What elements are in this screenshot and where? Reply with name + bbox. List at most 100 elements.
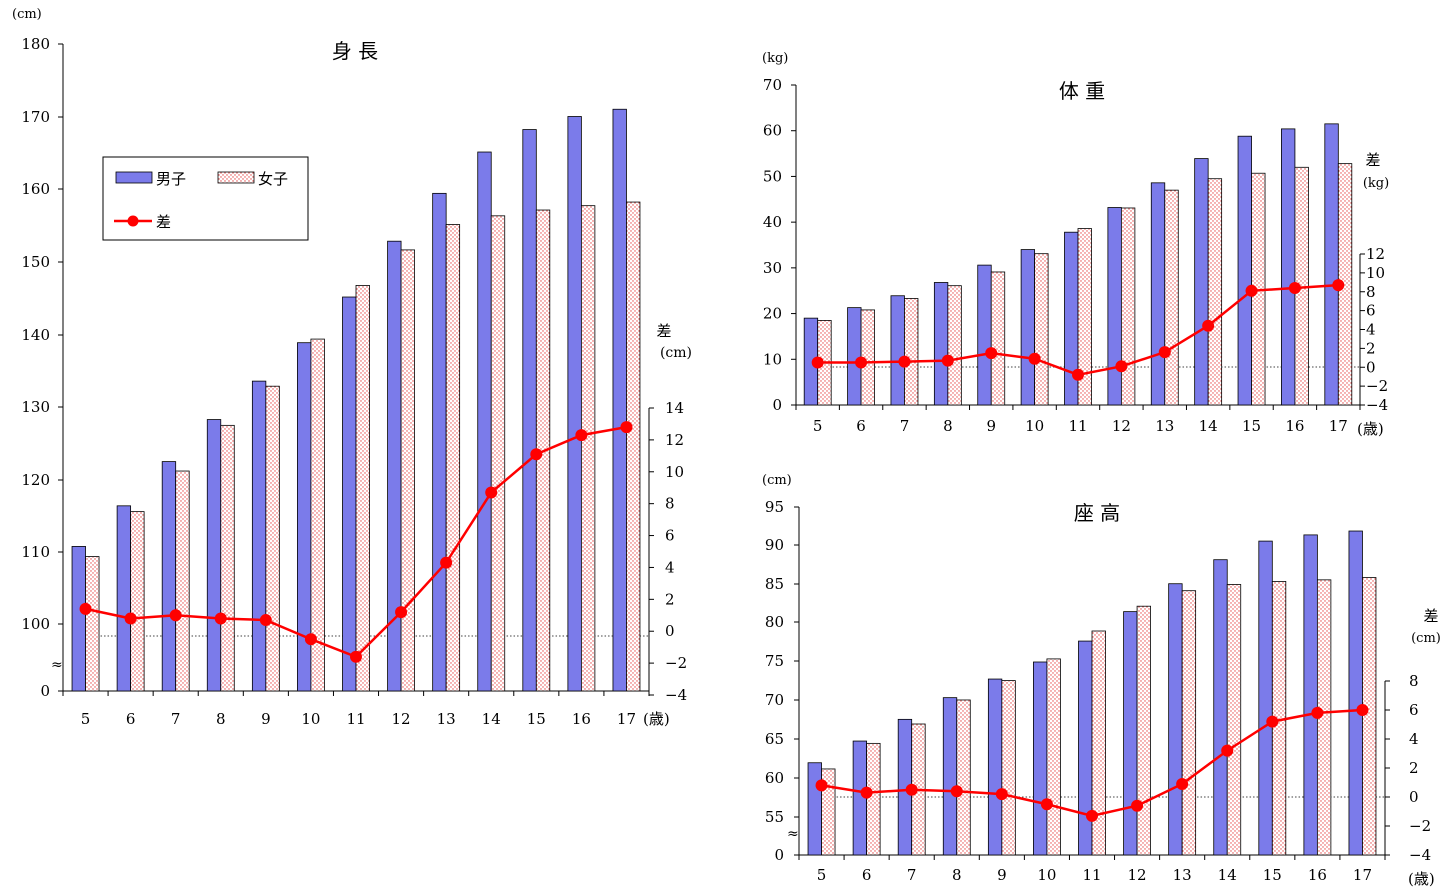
height-x-tick-label: 9: [261, 710, 271, 728]
weight-bar-boys: [933, 282, 949, 406]
sitting-height-right-tick-label: 6: [1409, 701, 1419, 719]
height-right-tick-label: 8: [665, 495, 675, 513]
height-x-tick-label: 12: [392, 710, 411, 728]
weight-diff-point: [1245, 284, 1258, 297]
height-x-tick-label: 16: [572, 710, 591, 728]
weight-x-tick-label: 13: [1155, 417, 1174, 435]
sitting-height-x-tick-label: 6: [862, 866, 872, 884]
weight-left-tick-label: 0: [772, 396, 782, 414]
sitting-height-bar-girls: [1362, 577, 1377, 856]
height-chart-title: 身 長: [332, 39, 378, 63]
height-right-tick-label: 6: [665, 527, 675, 545]
weight-left-tick-label: 10: [763, 350, 782, 368]
sitting-height-bar-boys: [987, 678, 1003, 856]
sitting-height-bar-girls: [1091, 630, 1106, 856]
weight-diff-point: [985, 347, 998, 360]
weight-diff-point: [898, 355, 911, 368]
height-tick-labels: 0 100 110 120 130 140 150 160 170 180 −4 −2 0 2 4 6 8 10 1…: [21, 35, 687, 728]
weight-diff-point: [1202, 319, 1215, 332]
weight-x-tick-label: 8: [943, 417, 953, 435]
sitting-height-right-tick-label: −2: [1409, 817, 1431, 835]
sitting-height-left-tick-label: 85: [765, 575, 784, 593]
weight-x-tick-label: 16: [1285, 417, 1304, 435]
weight-bar-girls: [1120, 207, 1136, 406]
height-bar-boys: [206, 419, 222, 692]
height-right-label-top: 差: [656, 322, 671, 340]
height-right-tick-label: 12: [665, 431, 684, 449]
weight-bar-boys: [1150, 182, 1166, 406]
height-x-tick-label: 15: [527, 710, 546, 728]
height-x-tick-label: 17: [617, 710, 636, 728]
weight-x-unit: (歳): [1357, 420, 1384, 438]
sitting-height-left-unit: (cm): [762, 473, 792, 488]
sitting-height-bar-boys: [1123, 611, 1138, 856]
sitting-height-diff-point: [1266, 715, 1279, 728]
sitting-height-right-tick-label: 8: [1409, 672, 1419, 690]
height-left-tick-label: 150: [21, 253, 50, 271]
height-left-tick-label: 100: [21, 615, 50, 633]
legend-diff-label: 差: [156, 213, 171, 231]
sitting-height-diff-point: [1176, 777, 1189, 790]
weight-diff-point: [941, 354, 954, 367]
height-bar-girls: [626, 201, 641, 692]
height-diff-point: [304, 633, 317, 646]
sitting-height-bar-girls: [866, 742, 881, 856]
sitting-height-left-tick-label: 80: [765, 613, 784, 631]
legend-boys-label: 男子: [156, 170, 186, 188]
sitting-height-diff-line: [815, 704, 1369, 822]
height-bar-girls: [490, 215, 506, 692]
height-bar-girls: [265, 385, 280, 692]
weight-diff-point: [1115, 360, 1128, 373]
sitting-height-diff-point: [1086, 809, 1098, 822]
height-bar-boys: [612, 108, 627, 692]
height-axis-break-icon: ≈: [51, 657, 63, 673]
sitting-height-bar-boys: [1303, 534, 1318, 856]
height-diff-point: [124, 612, 137, 625]
sitting-height-right-tick-label: 0: [1409, 788, 1419, 806]
weight-bars: [803, 123, 1353, 406]
sitting-height-diff-point: [860, 786, 873, 799]
height-right-label-unit: (cm): [660, 345, 692, 361]
sitting-height-left-tick-label: 0: [774, 846, 784, 864]
height-x-tick-label: 7: [171, 710, 181, 728]
sitting-height-x-tick-label: 13: [1173, 866, 1192, 884]
weight-bar-boys: [977, 264, 992, 406]
weight-x-tick-label: 6: [856, 417, 866, 435]
height-bar-boys: [567, 116, 582, 692]
sitting-height-x-tick-label: 16: [1308, 866, 1327, 884]
height-x-tick-label: 6: [126, 710, 136, 728]
sitting-height-chart: 座 高 (cm) 差 (cm) (歳) ≈ 055606570758085909…: [762, 473, 1441, 888]
height-diff-point: [214, 612, 227, 625]
height-right-tick-label: 4: [665, 558, 675, 576]
weight-right-tick-label: 12: [1366, 245, 1385, 263]
height-diff-point: [440, 556, 453, 569]
weight-bar-girls: [1077, 228, 1092, 406]
sitting-height-diff-point: [995, 788, 1008, 801]
weight-left-tick-label: 50: [763, 167, 782, 185]
height-diff-point: [575, 429, 588, 442]
sitting-height-x-tick-label: 15: [1263, 866, 1282, 884]
height-left-tick-label: 160: [21, 180, 50, 198]
height-diff-line: [79, 421, 633, 663]
weight-left-unit: (kg): [762, 51, 788, 66]
sitting-height-bar-boys: [942, 697, 958, 856]
height-diff-point: [485, 486, 498, 499]
sitting-height-bar-girls: [1226, 584, 1242, 856]
weight-diff-point: [1158, 346, 1171, 359]
height-chart: 身 長 (cm) 差 (cm) (歳) ≈ 010011012013014015…: [12, 7, 692, 728]
legend-box: [102, 156, 309, 241]
weight-bar-girls: [947, 285, 962, 406]
height-left-tick-label: 130: [21, 398, 50, 416]
sitting-height-x-tick-label: 11: [1082, 866, 1101, 884]
height-left-tick-label: 120: [21, 471, 50, 489]
height-x-unit: (歳): [643, 710, 670, 728]
height-bar-girls: [310, 338, 325, 692]
sitting-height-axis-break-icon: ≈: [787, 826, 799, 842]
sitting-height-diff-point: [905, 783, 918, 796]
sitting-height-bar-boys: [807, 762, 822, 856]
weight-diff-point: [1332, 279, 1345, 292]
height-diff-point: [259, 614, 272, 627]
sitting-height-left-tick-label: 95: [765, 498, 784, 516]
sitting-height-left-tick-label: 70: [765, 691, 784, 709]
